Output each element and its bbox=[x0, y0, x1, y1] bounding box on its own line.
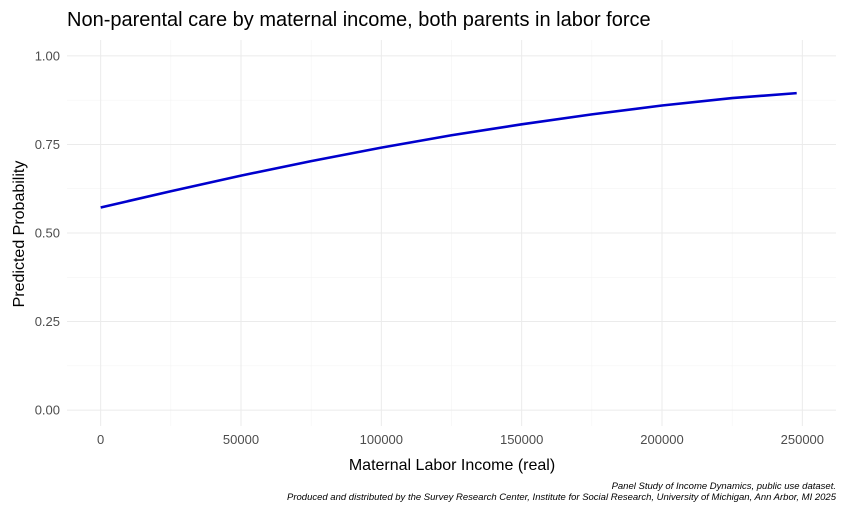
chart-title: Non-parental care by maternal income, bo… bbox=[67, 9, 651, 31]
x-tick-label: 50000 bbox=[223, 432, 259, 447]
x-tick-label: 250000 bbox=[781, 432, 824, 447]
y-tick-label: 0.75 bbox=[35, 137, 60, 152]
series-line bbox=[100, 91, 797, 209]
caption-line-1: Panel Study of Income Dynamics, public u… bbox=[612, 481, 836, 492]
y-axis-title: Predicted Probability bbox=[11, 161, 28, 308]
y-tick-label: 1.00 bbox=[35, 48, 60, 63]
y-tick-label: 0.50 bbox=[35, 226, 60, 241]
x-axis-title: Maternal Labor Income (real) bbox=[349, 457, 555, 474]
y-tick-label: 0.00 bbox=[35, 403, 60, 418]
tick-labels: 0 50000 100000 150000 200000 250000 0.00 0.25 0.… bbox=[35, 48, 824, 447]
x-tick-label: 100000 bbox=[360, 432, 403, 447]
series-layer bbox=[100, 91, 797, 209]
y-tick-label: 0.25 bbox=[35, 314, 60, 329]
caption-line-2: Produced and distributed by the Survey R… bbox=[287, 492, 837, 503]
x-tick-label: 150000 bbox=[500, 432, 543, 447]
x-tick-label: 200000 bbox=[640, 432, 683, 447]
x-tick-label: 0 bbox=[97, 432, 104, 447]
grid-lines bbox=[67, 40, 836, 426]
